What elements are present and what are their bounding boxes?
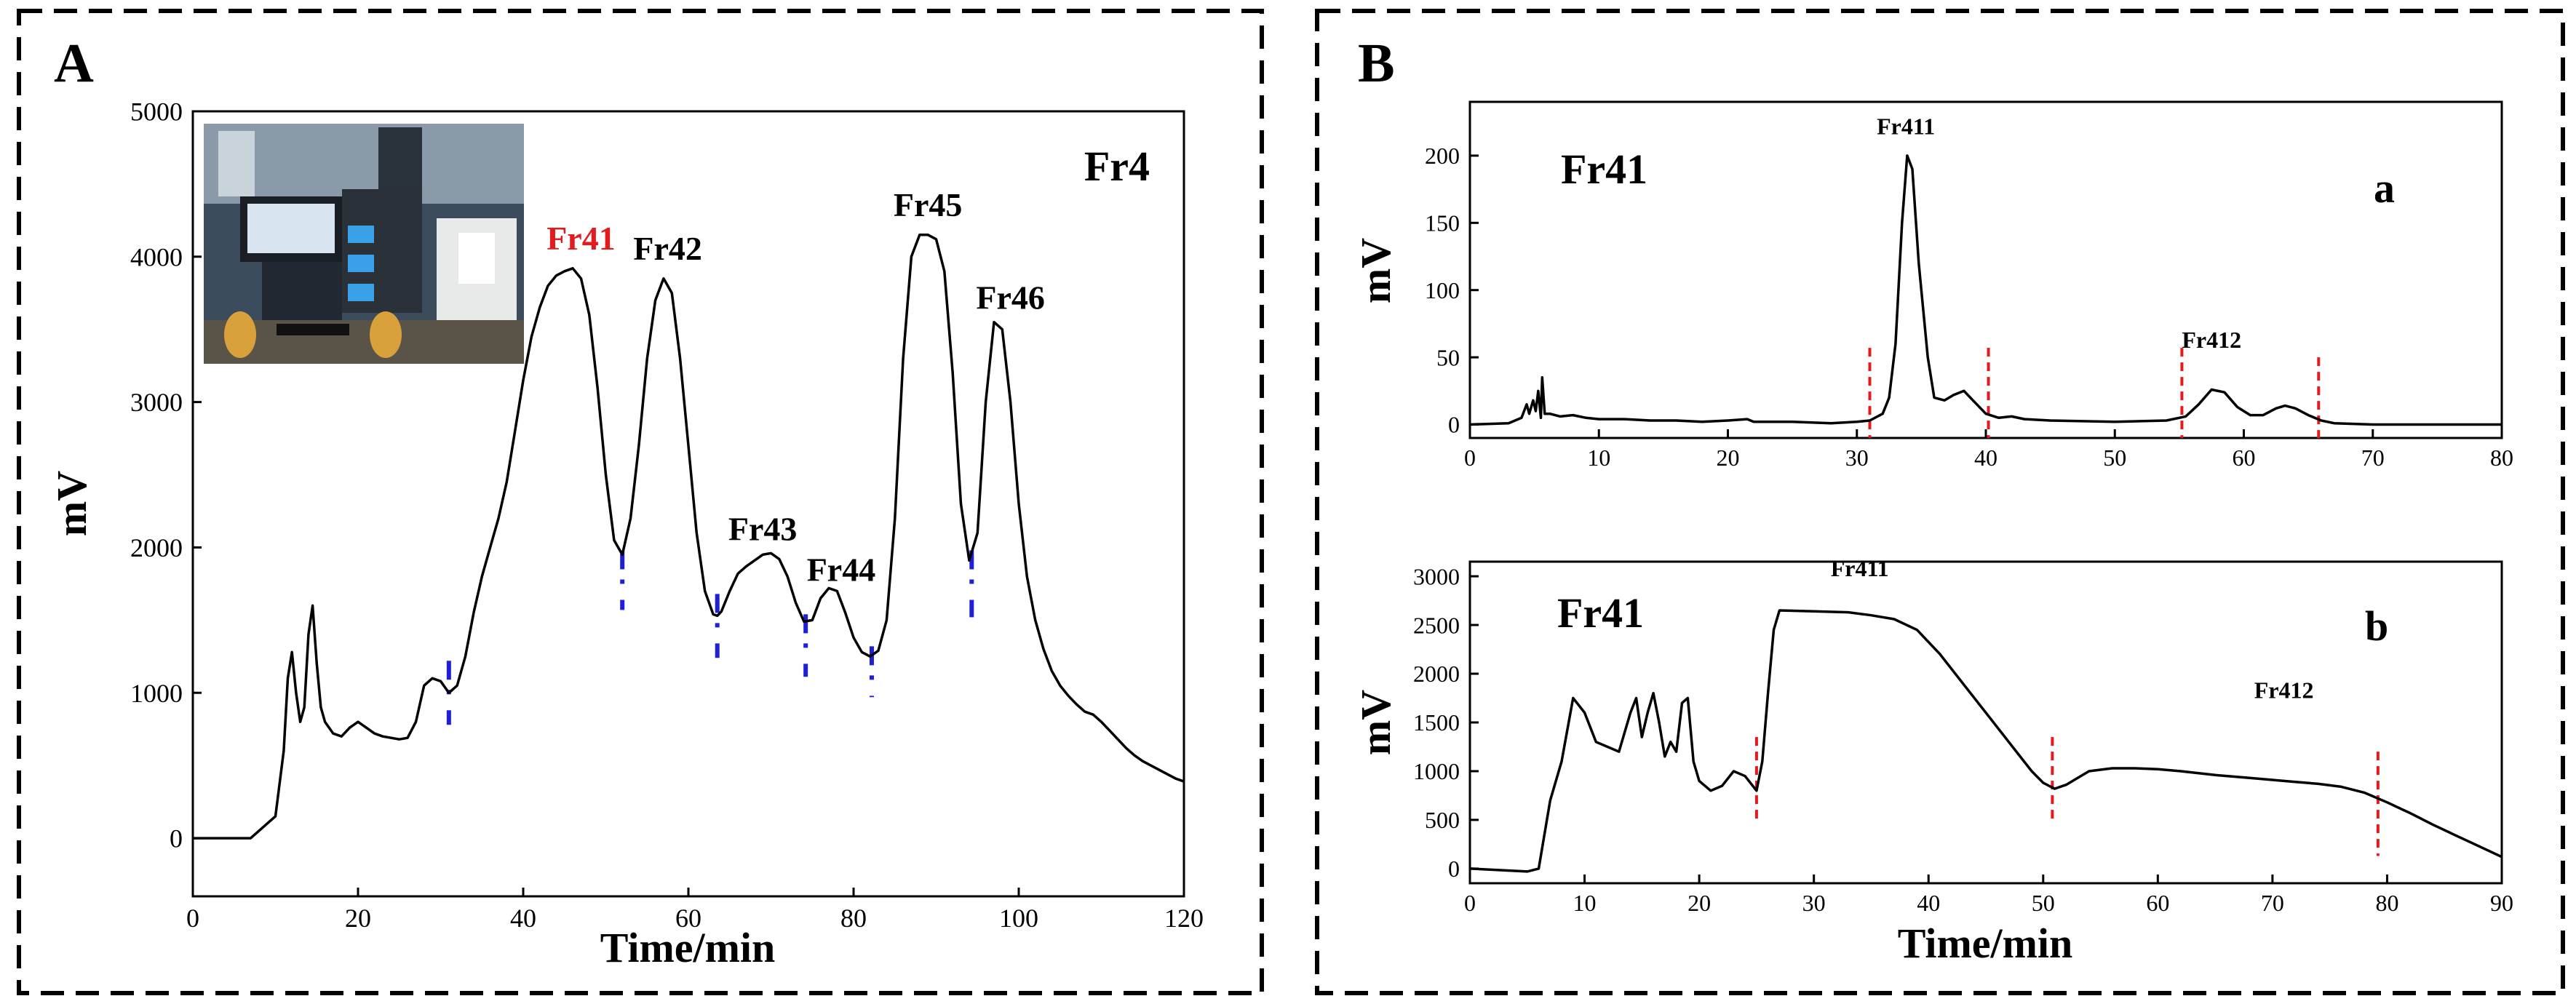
y-tick-label: 3000 [1413,563,1460,589]
x-tick-label: 60 [675,904,701,933]
peak-label: Fr41 [546,220,616,257]
chart-b-b-ylabel: mV [1352,690,1399,755]
peak-label: Fr43 [728,510,798,547]
x-tick-label: 30 [1845,445,1869,471]
x-tick-label: 70 [2361,445,2385,471]
x-tick-label: 60 [2233,445,2256,471]
panel-b-label: B [1358,33,1395,94]
peak-label: Fr411 [1877,113,1935,139]
chart-a-series-fr4 [193,234,1185,840]
chart-b-b-series [1469,609,2503,873]
chart-a-title: Fr4 [1084,143,1150,190]
x-tick-label: 0 [1464,890,1476,916]
chart-a-xlabel: Time/min [600,924,776,971]
chart-b-b-xlabel: Time/min [1898,920,2073,967]
y-tick-label: 1500 [1413,709,1460,736]
y-tick-label: 1000 [1413,758,1460,784]
chart-b-a-title: Fr41 [1561,146,1647,193]
instrument-photo [204,124,524,364]
peak-label: Fr411 [1831,555,1889,581]
x-tick-label: 60 [2146,890,2169,916]
y-tick-label: 3000 [130,388,183,417]
panel-a-frame [17,9,1264,995]
x-tick-label: 80 [840,904,867,933]
x-tick-label: 40 [1917,890,1940,916]
x-tick-label: 20 [1687,890,1711,916]
panel-a-label: A [54,33,94,94]
chart-b-a-series [1469,154,2502,426]
y-tick-label: 100 [1425,277,1460,303]
x-tick-label: 20 [345,904,371,933]
y-tick-label: 1000 [130,679,183,708]
x-tick-label: 40 [1974,445,1997,471]
peak-label: Fr42 [633,230,702,267]
x-tick-label: 40 [510,904,536,933]
peak-label: Fr46 [976,279,1045,316]
chart-b-b: 0 10 20 30 40 50 60 70 80 90 0 500 1000 1500 2000 2500 3… [1352,555,2513,967]
peak-label: Fr45 [894,186,963,223]
peak-label: Fr412 [2254,677,2314,704]
x-tick-label: 90 [2490,890,2513,916]
y-tick-label: 200 [1425,143,1460,169]
x-tick-label: 0 [186,904,199,933]
y-tick-label: 5000 [130,97,183,127]
x-tick-label: 50 [2103,445,2126,471]
chart-b-a-ylabel: mV [1352,238,1399,303]
x-tick-label: 100 [999,904,1038,933]
y-tick-label: 0 [1448,856,1460,882]
chart-b-a-subtitle: a [2374,164,2395,212]
y-tick-label: 50 [1436,344,1460,370]
x-tick-label: 20 [1717,445,1740,471]
y-tick-label: 150 [1425,210,1460,236]
x-tick-label: 0 [1464,445,1476,471]
y-tick-label: 4000 [130,242,183,271]
chart-a-ylabel: mV [48,471,95,536]
y-tick-label: 500 [1425,807,1460,833]
x-tick-label: 80 [2490,445,2513,471]
x-tick-label: 10 [1587,445,1610,471]
chart-b-a: 0 10 20 30 40 50 60 70 80 0 50 100 150 200 Fr411 Fr412… [1352,100,2513,471]
y-tick-label: 0 [170,824,183,853]
x-tick-label: 70 [2261,890,2284,916]
x-tick-label: 30 [1802,890,1826,916]
y-tick-label: 2000 [130,533,183,562]
x-tick-label: 50 [2032,890,2055,916]
y-tick-label: 2500 [1413,612,1460,638]
peak-label: Fr412 [2182,327,2241,353]
panel-b-frame [1315,9,2565,995]
peak-label: Fr44 [807,551,876,588]
chart-b-b-subtitle: b [2365,602,2388,650]
chart-b-b-title: Fr41 [1557,589,1644,637]
x-tick-label: 80 [2375,890,2398,916]
x-tick-label: 10 [1573,890,1597,916]
chart-a: 0 20 40 60 80 100 120 0 1000 2000 3000 4000 5000 Fr4… [48,97,1204,971]
y-tick-label: 2000 [1413,661,1460,687]
x-tick-label: 120 [1164,904,1204,933]
y-tick-label: 0 [1448,412,1460,438]
